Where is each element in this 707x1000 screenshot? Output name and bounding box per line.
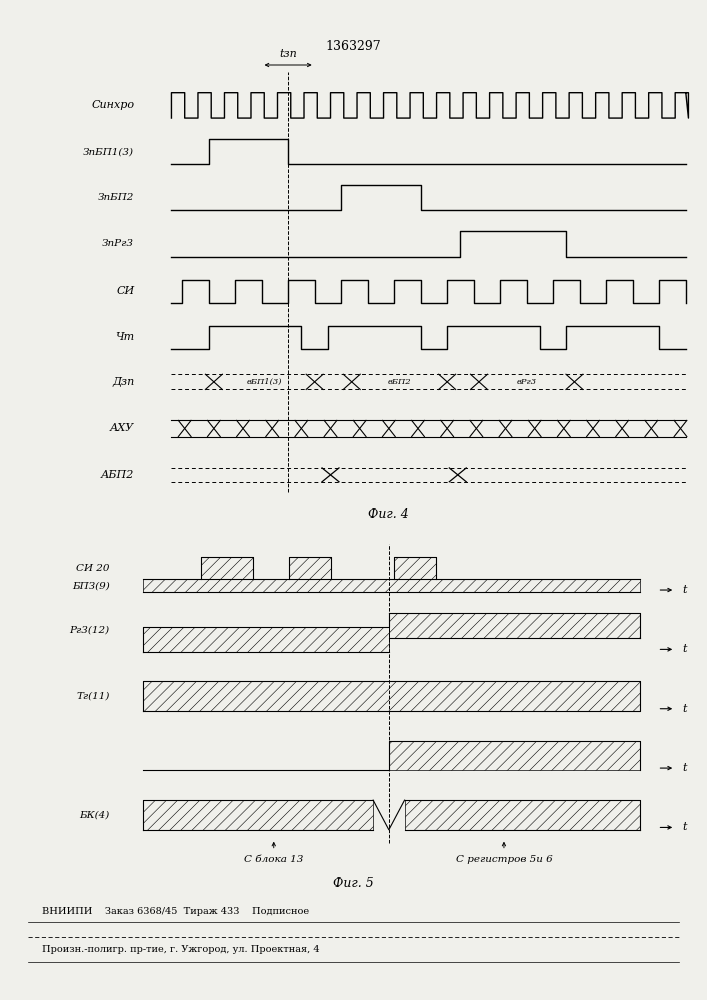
Bar <box>404 800 640 830</box>
Text: С блока 13: С блока 13 <box>244 855 303 864</box>
Text: Фиг. 5: Фиг. 5 <box>333 877 374 890</box>
Text: Произн.-полигр. пр-тие, г. Ужгород, ул. Проектная, 4: Произн.-полигр. пр-тие, г. Ужгород, ул. … <box>42 946 320 954</box>
Text: СИ: СИ <box>116 286 134 296</box>
Text: ЗпРг3: ЗпРг3 <box>103 239 134 248</box>
Bar <box>394 557 436 579</box>
Text: t: t <box>682 763 686 773</box>
Text: АХУ: АХУ <box>110 423 134 433</box>
Bar <box>143 800 373 830</box>
Text: Дзп: Дзп <box>112 377 134 387</box>
Bar <box>143 681 640 711</box>
Text: вРг3: вРг3 <box>517 378 537 386</box>
Text: t: t <box>682 704 686 714</box>
Text: ВНИИПИ    Заказ 6368/45  Тираж 433    Подписное: ВНИИПИ Заказ 6368/45 Тираж 433 Подписное <box>42 908 310 916</box>
Text: t: t <box>682 585 686 595</box>
Text: СИ 20: СИ 20 <box>76 564 110 573</box>
Bar <box>389 613 640 638</box>
Text: Чт: Чт <box>115 332 134 342</box>
Text: t: t <box>682 822 686 832</box>
Text: Фиг. 4: Фиг. 4 <box>368 508 409 521</box>
Text: АБП2: АБП2 <box>101 470 134 480</box>
Text: БПЗ(9): БПЗ(9) <box>72 581 110 590</box>
Text: tзп: tзп <box>279 49 297 59</box>
Text: Рг3(12): Рг3(12) <box>69 625 110 634</box>
Text: БК(4): БК(4) <box>79 810 110 819</box>
Text: ЗпБП2: ЗпБП2 <box>98 193 134 202</box>
Text: t: t <box>682 644 686 654</box>
Bar <box>143 627 389 652</box>
Text: С регистров 5и 6: С регистров 5и 6 <box>455 855 552 864</box>
Text: вБП1(3): вБП1(3) <box>247 378 282 386</box>
Bar <box>143 579 640 592</box>
Text: вБП2: вБП2 <box>387 378 411 386</box>
Text: Синхро: Синхро <box>91 100 134 110</box>
Text: Тг(11): Тг(11) <box>76 692 110 701</box>
Text: 1363297: 1363297 <box>326 40 381 53</box>
Text: ЗпБП1(3): ЗпБП1(3) <box>83 147 134 156</box>
Bar <box>289 557 332 579</box>
Bar <box>389 741 640 770</box>
Bar <box>201 557 253 579</box>
